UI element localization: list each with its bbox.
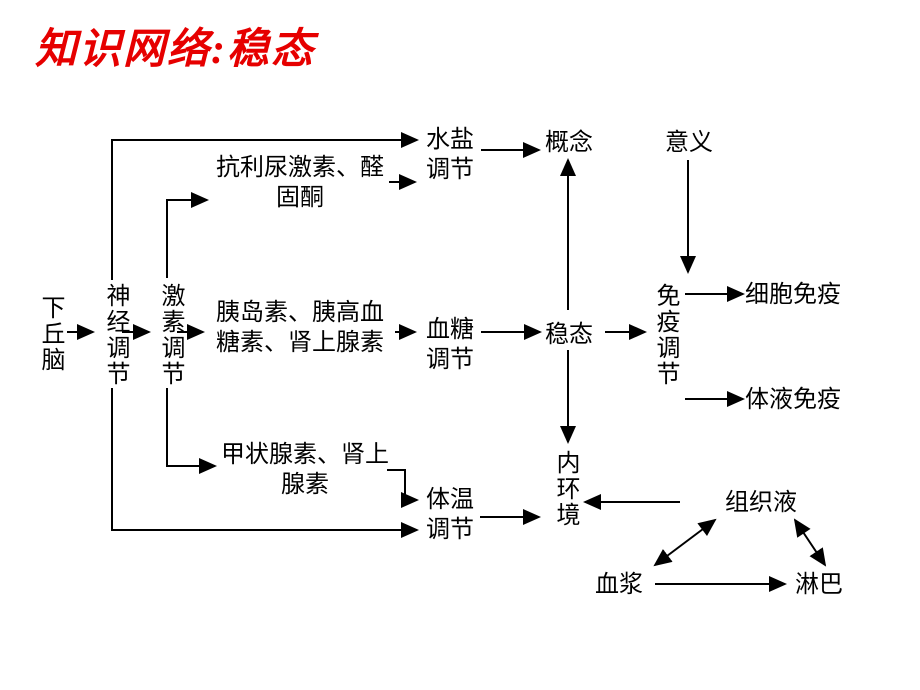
node-significance: 意义 <box>665 128 713 158</box>
node-blood_sugar: 血糖调节 <box>420 315 480 375</box>
node-temp: 体温调节 <box>420 485 480 545</box>
node-hormone: 激素调节 <box>155 283 185 387</box>
page-title: 知识网络:稳态 <box>35 15 315 76</box>
node-concept: 概念 <box>545 128 593 158</box>
node-immune: 免疫调节 <box>650 283 680 387</box>
node-neural: 神经调节 <box>100 283 130 387</box>
diagram-container: 下丘脑 神经调节激素调节 抗利尿激素、醛固酮胰岛素、胰高血糖素、肾上腺素甲状腺素、肾… <box>25 110 915 670</box>
node-insulin: 胰岛素、胰高血糖素、肾上腺素 <box>205 298 395 358</box>
node-humoral_immune: 体液免疫 <box>745 385 841 415</box>
node-hypothalamus: 下丘脑 <box>35 295 65 373</box>
node-tissue_fluid: 组织液 <box>725 488 797 518</box>
node-internal_env: 内环境 <box>550 450 580 528</box>
node-adh: 抗利尿激素、醛固酮 <box>210 153 390 213</box>
node-cell_immune: 细胞免疫 <box>745 280 841 310</box>
node-water_salt: 水盐调节 <box>420 125 480 185</box>
node-plasma: 血浆 <box>595 570 643 600</box>
node-homeostasis: 稳态 <box>545 320 593 350</box>
node-lymph: 淋巴 <box>795 570 843 600</box>
node-thyroid: 甲状腺素、肾上腺素 <box>220 440 390 500</box>
